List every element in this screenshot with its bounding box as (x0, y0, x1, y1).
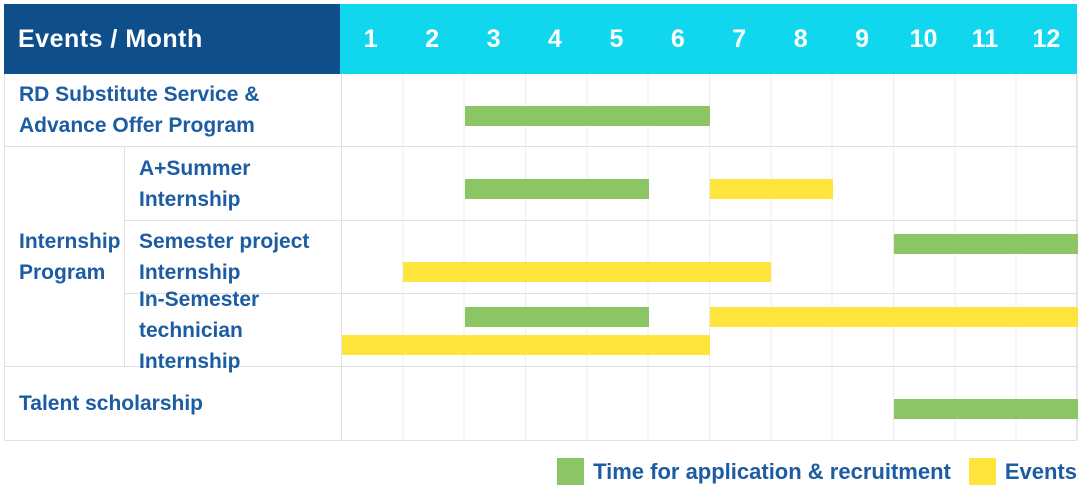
row-label-talent-scholarship: Talent scholarship (5, 367, 341, 440)
chart-row-a-plus-summer (341, 147, 1078, 221)
application-bar (894, 234, 1078, 254)
group-label-line: Internship (19, 229, 121, 253)
row-label-a-plus-summer: A+Summer Internship (124, 147, 341, 221)
gantt-table: Events / Month 1 2 3 4 5 6 7 8 9 10 11 12 RD Substi… (4, 4, 1078, 441)
row-label-line: Talent scholarship (19, 392, 203, 415)
month-tick-12: 12 (1032, 24, 1061, 53)
month-tick-11: 11 (971, 24, 999, 53)
legend-events-label: Events (1004, 458, 1077, 484)
month-axis: 1 2 3 4 5 6 7 8 9 10 11 12 (340, 4, 1077, 74)
event-bar (342, 335, 710, 355)
application-swatch-icon (557, 458, 585, 485)
table-header: Events / Month 1 2 3 4 5 6 7 8 9 10 11 12 (4, 4, 1077, 74)
month-tick-8: 8 (793, 24, 808, 53)
row-label-line: Internship (139, 261, 241, 284)
event-bar (710, 179, 833, 199)
event-bar (710, 307, 1078, 327)
table-body: RD Substitute Service & Advance Offer Pr… (4, 74, 1078, 441)
row-label-semester-project: Semester project Internship (124, 221, 341, 294)
month-tick-1: 1 (363, 24, 378, 53)
row-label-line: technician Internship (139, 318, 243, 373)
month-tick-3: 3 (486, 24, 501, 53)
group-label-line: Program (19, 260, 106, 284)
legend: Time for application & recruitment Event… (557, 458, 1077, 485)
header-title: Events / Month (18, 24, 203, 53)
row-label-line: Semester project (139, 230, 310, 253)
row-label-line: Internship (139, 187, 241, 211)
application-bar (464, 106, 710, 126)
row-label-in-semester-technician: In-Semester technician Internship (124, 288, 341, 373)
month-tick-4: 4 (548, 24, 562, 53)
month-tick-10: 10 (909, 24, 938, 53)
month-tick-9: 9 (855, 24, 870, 53)
row-label-line: RD Substitute Service & (19, 83, 260, 106)
header-events-month: Events / Month (4, 4, 340, 74)
chart-row-in-semester-technician (341, 294, 1078, 367)
application-bar (464, 179, 649, 199)
chart-row-semester-project (341, 221, 1078, 294)
row-label-rd-substitute: RD Substitute Service & Advance Offer Pr… (5, 74, 341, 147)
month-tick-2: 2 (425, 24, 440, 53)
month-tick-6: 6 (670, 24, 685, 53)
month-tick-5: 5 (609, 24, 624, 53)
row-label-line: Advance Offer Program (19, 114, 255, 137)
chart-row-rd-substitute (341, 74, 1078, 147)
group-label-internship-program: Internship Program (5, 147, 124, 367)
row-label-line: A+Summer (139, 156, 251, 180)
application-bar (464, 307, 649, 327)
events-swatch-icon (968, 458, 996, 485)
row-label-line: In-Semester (139, 287, 260, 311)
application-bar (894, 399, 1078, 419)
legend-application-label: Time for application & recruitment (593, 458, 951, 484)
month-tick-7: 7 (732, 24, 747, 53)
chart-row-talent-scholarship (341, 367, 1078, 440)
event-bar (403, 262, 772, 282)
